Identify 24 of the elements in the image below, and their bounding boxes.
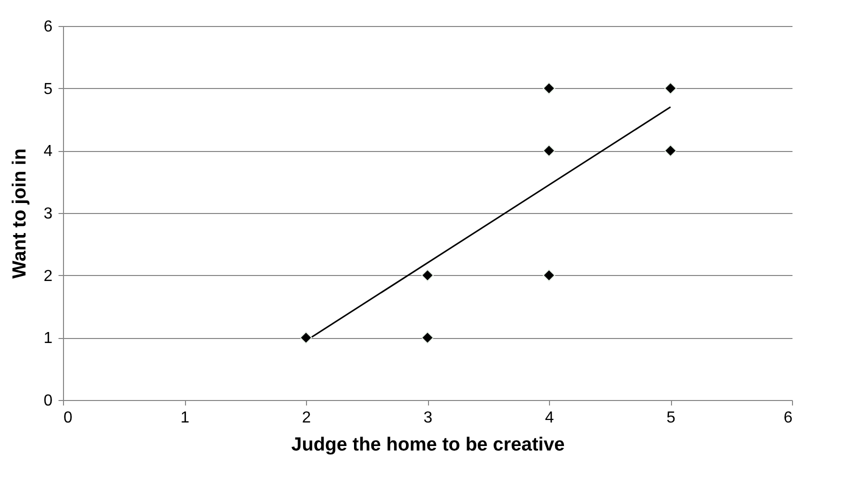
x-tick-label: 6 — [784, 410, 793, 426]
point — [664, 82, 677, 95]
x-tick-label: 2 — [302, 410, 312, 426]
y-tick-label: 3 — [44, 206, 53, 222]
y-tick-label: 0 — [44, 392, 53, 410]
y-tick-label: 1 — [44, 330, 53, 348]
x-tick-label: 4 — [545, 410, 554, 426]
point — [421, 331, 434, 344]
y-tick-label: 6 — [44, 18, 53, 36]
y-tick-label: 2 — [44, 268, 53, 285]
point — [421, 269, 434, 282]
point — [542, 82, 556, 95]
x-tick-label: 5 — [666, 410, 676, 426]
x-axis-title: Judge the home to be creative — [291, 434, 565, 456]
point — [542, 144, 556, 157]
y-tick-label: 4 — [44, 143, 53, 160]
point — [300, 331, 312, 344]
y-axis-title: Want to join in — [10, 148, 31, 279]
x-tick-label: 0 — [64, 410, 72, 426]
y-tick-label: 5 — [44, 80, 53, 98]
point — [542, 269, 556, 282]
point — [664, 144, 677, 157]
x-tick-label: 3 — [424, 410, 433, 426]
x-tick-label: 1 — [180, 410, 190, 426]
